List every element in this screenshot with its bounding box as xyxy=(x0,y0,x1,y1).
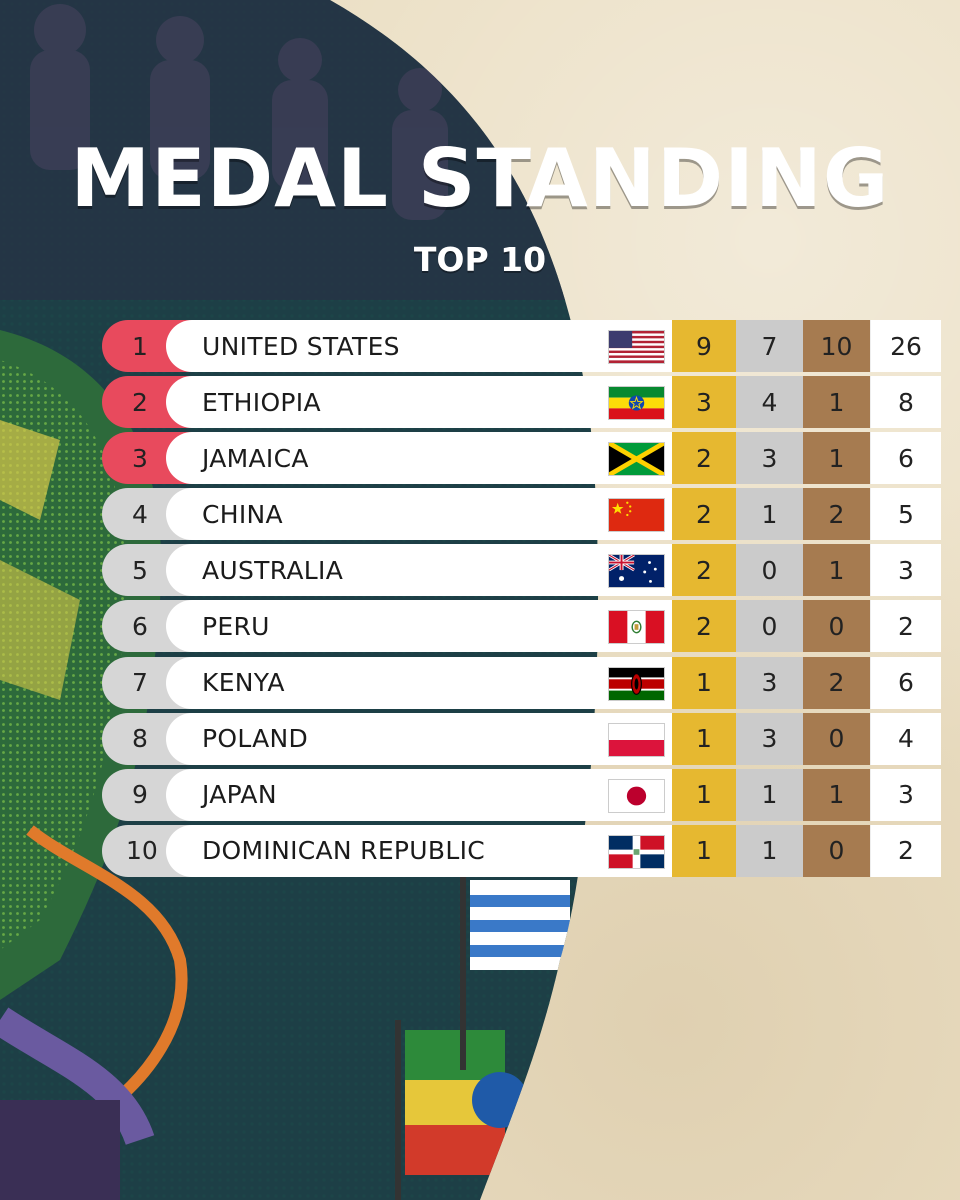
silver-count: 3 xyxy=(736,432,803,485)
silver-count: 7 xyxy=(736,320,803,372)
gold-count: 2 xyxy=(672,600,736,653)
table-row: 5 AUSTRALIA 2 0 1 3 xyxy=(102,544,941,597)
table-row: 2 ETHIOPIA 3 4 1 8 xyxy=(102,376,941,429)
page-subtitle: TOP 10 xyxy=(413,240,547,279)
country-name: KENYA xyxy=(166,656,672,709)
table-row: 10 DOMINICAN REPUBLIC 1 1 0 2 xyxy=(102,824,941,877)
country-name: JAMAICA xyxy=(166,432,672,485)
dominican-republic-flag-icon xyxy=(608,834,665,869)
bronze-count: 0 xyxy=(803,600,870,653)
table-row: 7 KENYA 1 3 2 6 xyxy=(102,656,941,709)
bronze-count: 2 xyxy=(803,656,870,709)
total-count: 3 xyxy=(870,544,941,597)
country-name: ETHIOPIA xyxy=(166,376,672,429)
us-flag-icon xyxy=(608,330,665,364)
silver-count: 3 xyxy=(736,656,803,709)
gold-count: 3 xyxy=(672,376,736,429)
bronze-count: 0 xyxy=(803,712,870,765)
silver-count: 1 xyxy=(736,488,803,541)
total-count: 8 xyxy=(870,376,941,429)
table-row: 3 JAMAICA 2 3 1 6 xyxy=(102,432,941,485)
gold-count: 9 xyxy=(672,320,736,372)
silver-count: 0 xyxy=(736,544,803,597)
bronze-count: 1 xyxy=(803,768,870,821)
bronze-count: 2 xyxy=(803,488,870,541)
country-name: PERU xyxy=(166,600,672,653)
total-count: 6 xyxy=(870,656,941,709)
total-count: 4 xyxy=(870,712,941,765)
bronze-count: 0 xyxy=(803,824,870,877)
ethiopia-flag-icon xyxy=(608,386,665,421)
total-count: 6 xyxy=(870,432,941,485)
total-count: 3 xyxy=(870,768,941,821)
japan-flag-icon xyxy=(608,778,665,813)
total-count: 5 xyxy=(870,488,941,541)
country-name: AUSTRALIA xyxy=(166,544,672,597)
total-count: 26 xyxy=(870,320,941,372)
table-row: 1 UNITED STATES 9 7 10 26 xyxy=(102,320,941,372)
silver-count: 1 xyxy=(736,824,803,877)
country-name: UNITED STATES xyxy=(166,320,672,372)
bronze-count: 10 xyxy=(803,320,870,372)
gold-count: 1 xyxy=(672,656,736,709)
table-row: 8 POLAND 1 3 0 4 xyxy=(102,712,941,765)
silver-count: 0 xyxy=(736,600,803,653)
silver-count: 4 xyxy=(736,376,803,429)
gold-count: 2 xyxy=(672,432,736,485)
poland-flag-icon xyxy=(608,722,665,757)
australia-flag-icon xyxy=(608,554,665,589)
country-name: DOMINICAN REPUBLIC xyxy=(166,824,672,877)
kenya-flag-icon xyxy=(608,666,665,701)
country-name: POLAND xyxy=(166,712,672,765)
gold-count: 2 xyxy=(672,488,736,541)
china-flag-icon xyxy=(608,498,665,533)
gold-count: 2 xyxy=(672,544,736,597)
medal-table: 1 UNITED STATES 9 7 10 26 2 ETHIOPIA xyxy=(102,320,941,881)
bronze-count: 1 xyxy=(803,544,870,597)
silver-count: 1 xyxy=(736,768,803,821)
table-row: 9 JAPAN 1 1 1 3 xyxy=(102,768,941,821)
bronze-count: 1 xyxy=(803,376,870,429)
page-title: MEDAL STANDING xyxy=(70,132,890,225)
gold-count: 1 xyxy=(672,712,736,765)
country-name: CHINA xyxy=(166,488,672,541)
jamaica-flag-icon xyxy=(608,442,665,477)
table-row: 4 CHINA 2 1 2 5 xyxy=(102,488,941,541)
gold-count: 1 xyxy=(672,768,736,821)
total-count: 2 xyxy=(870,824,941,877)
silver-count: 3 xyxy=(736,712,803,765)
peru-flag-icon xyxy=(608,610,665,645)
total-count: 2 xyxy=(870,600,941,653)
table-row: 6 PERU 2 0 0 2 xyxy=(102,600,941,653)
country-name: JAPAN xyxy=(166,768,672,821)
bronze-count: 1 xyxy=(803,432,870,485)
gold-count: 1 xyxy=(672,824,736,877)
